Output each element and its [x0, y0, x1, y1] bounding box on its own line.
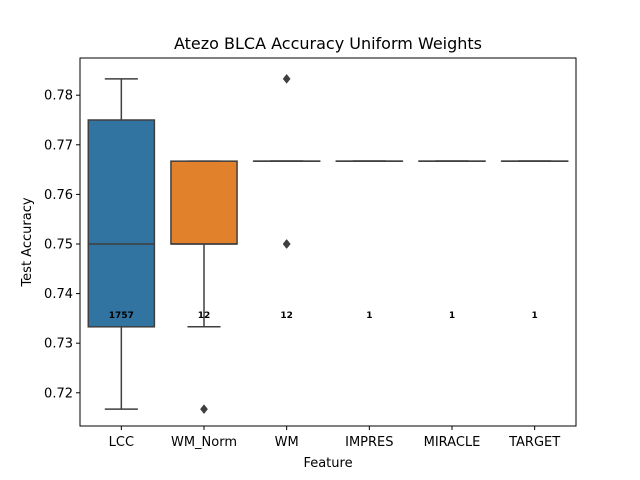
- outlier-point: [282, 73, 291, 84]
- x-tick-label: LCC: [109, 435, 134, 450]
- y-tick-label: 0.77: [44, 138, 73, 153]
- x-tick-label: TARGET: [508, 435, 560, 450]
- box-impres: 1: [335, 160, 404, 321]
- x-tick-label: IMPRES: [345, 435, 393, 450]
- box-miracle: 1: [418, 160, 486, 321]
- y-axis: 0.72 0.73 0.74 0.75 0.76 0.77 0.78: [44, 89, 80, 401]
- count-label: 1: [532, 311, 538, 321]
- y-axis-label: Test Accuracy: [20, 197, 35, 287]
- iqr-box: [87, 119, 156, 328]
- count-label: 12: [198, 311, 211, 321]
- y-tick-label: 0.78: [44, 89, 73, 104]
- x-tick-label: MIRACLE: [424, 435, 481, 450]
- box-wm-norm: 12: [170, 160, 238, 415]
- box-wm: 12: [252, 73, 321, 321]
- count-label: 1: [449, 311, 455, 321]
- count-label: 12: [280, 311, 293, 321]
- chart-title: Atezo BLCA Accuracy Uniform Weights: [174, 34, 482, 53]
- box-target: 1: [500, 160, 569, 321]
- y-tick-label: 0.74: [44, 287, 73, 302]
- outlier-point: [282, 239, 291, 249]
- y-tick-label: 0.76: [44, 188, 73, 203]
- x-axis: LCC WM_Norm WM IMPRES MIRACLE TARGET: [109, 426, 560, 450]
- plot-area: 1757 12 12 1 1 1: [87, 73, 569, 415]
- x-tick-label: WM: [275, 435, 299, 450]
- y-tick-label: 0.73: [44, 337, 73, 352]
- outlier-point: [200, 404, 208, 415]
- box-lcc: 1757: [87, 78, 156, 410]
- x-tick-label: WM_Norm: [171, 435, 237, 450]
- x-axis-label: Feature: [303, 456, 352, 471]
- y-tick-label: 0.75: [44, 237, 73, 252]
- count-label: 1: [366, 311, 372, 321]
- y-tick-label: 0.72: [44, 386, 73, 401]
- plot-frame: [79, 57, 577, 427]
- count-label: 1757: [109, 311, 134, 321]
- iqr-box: [170, 160, 238, 245]
